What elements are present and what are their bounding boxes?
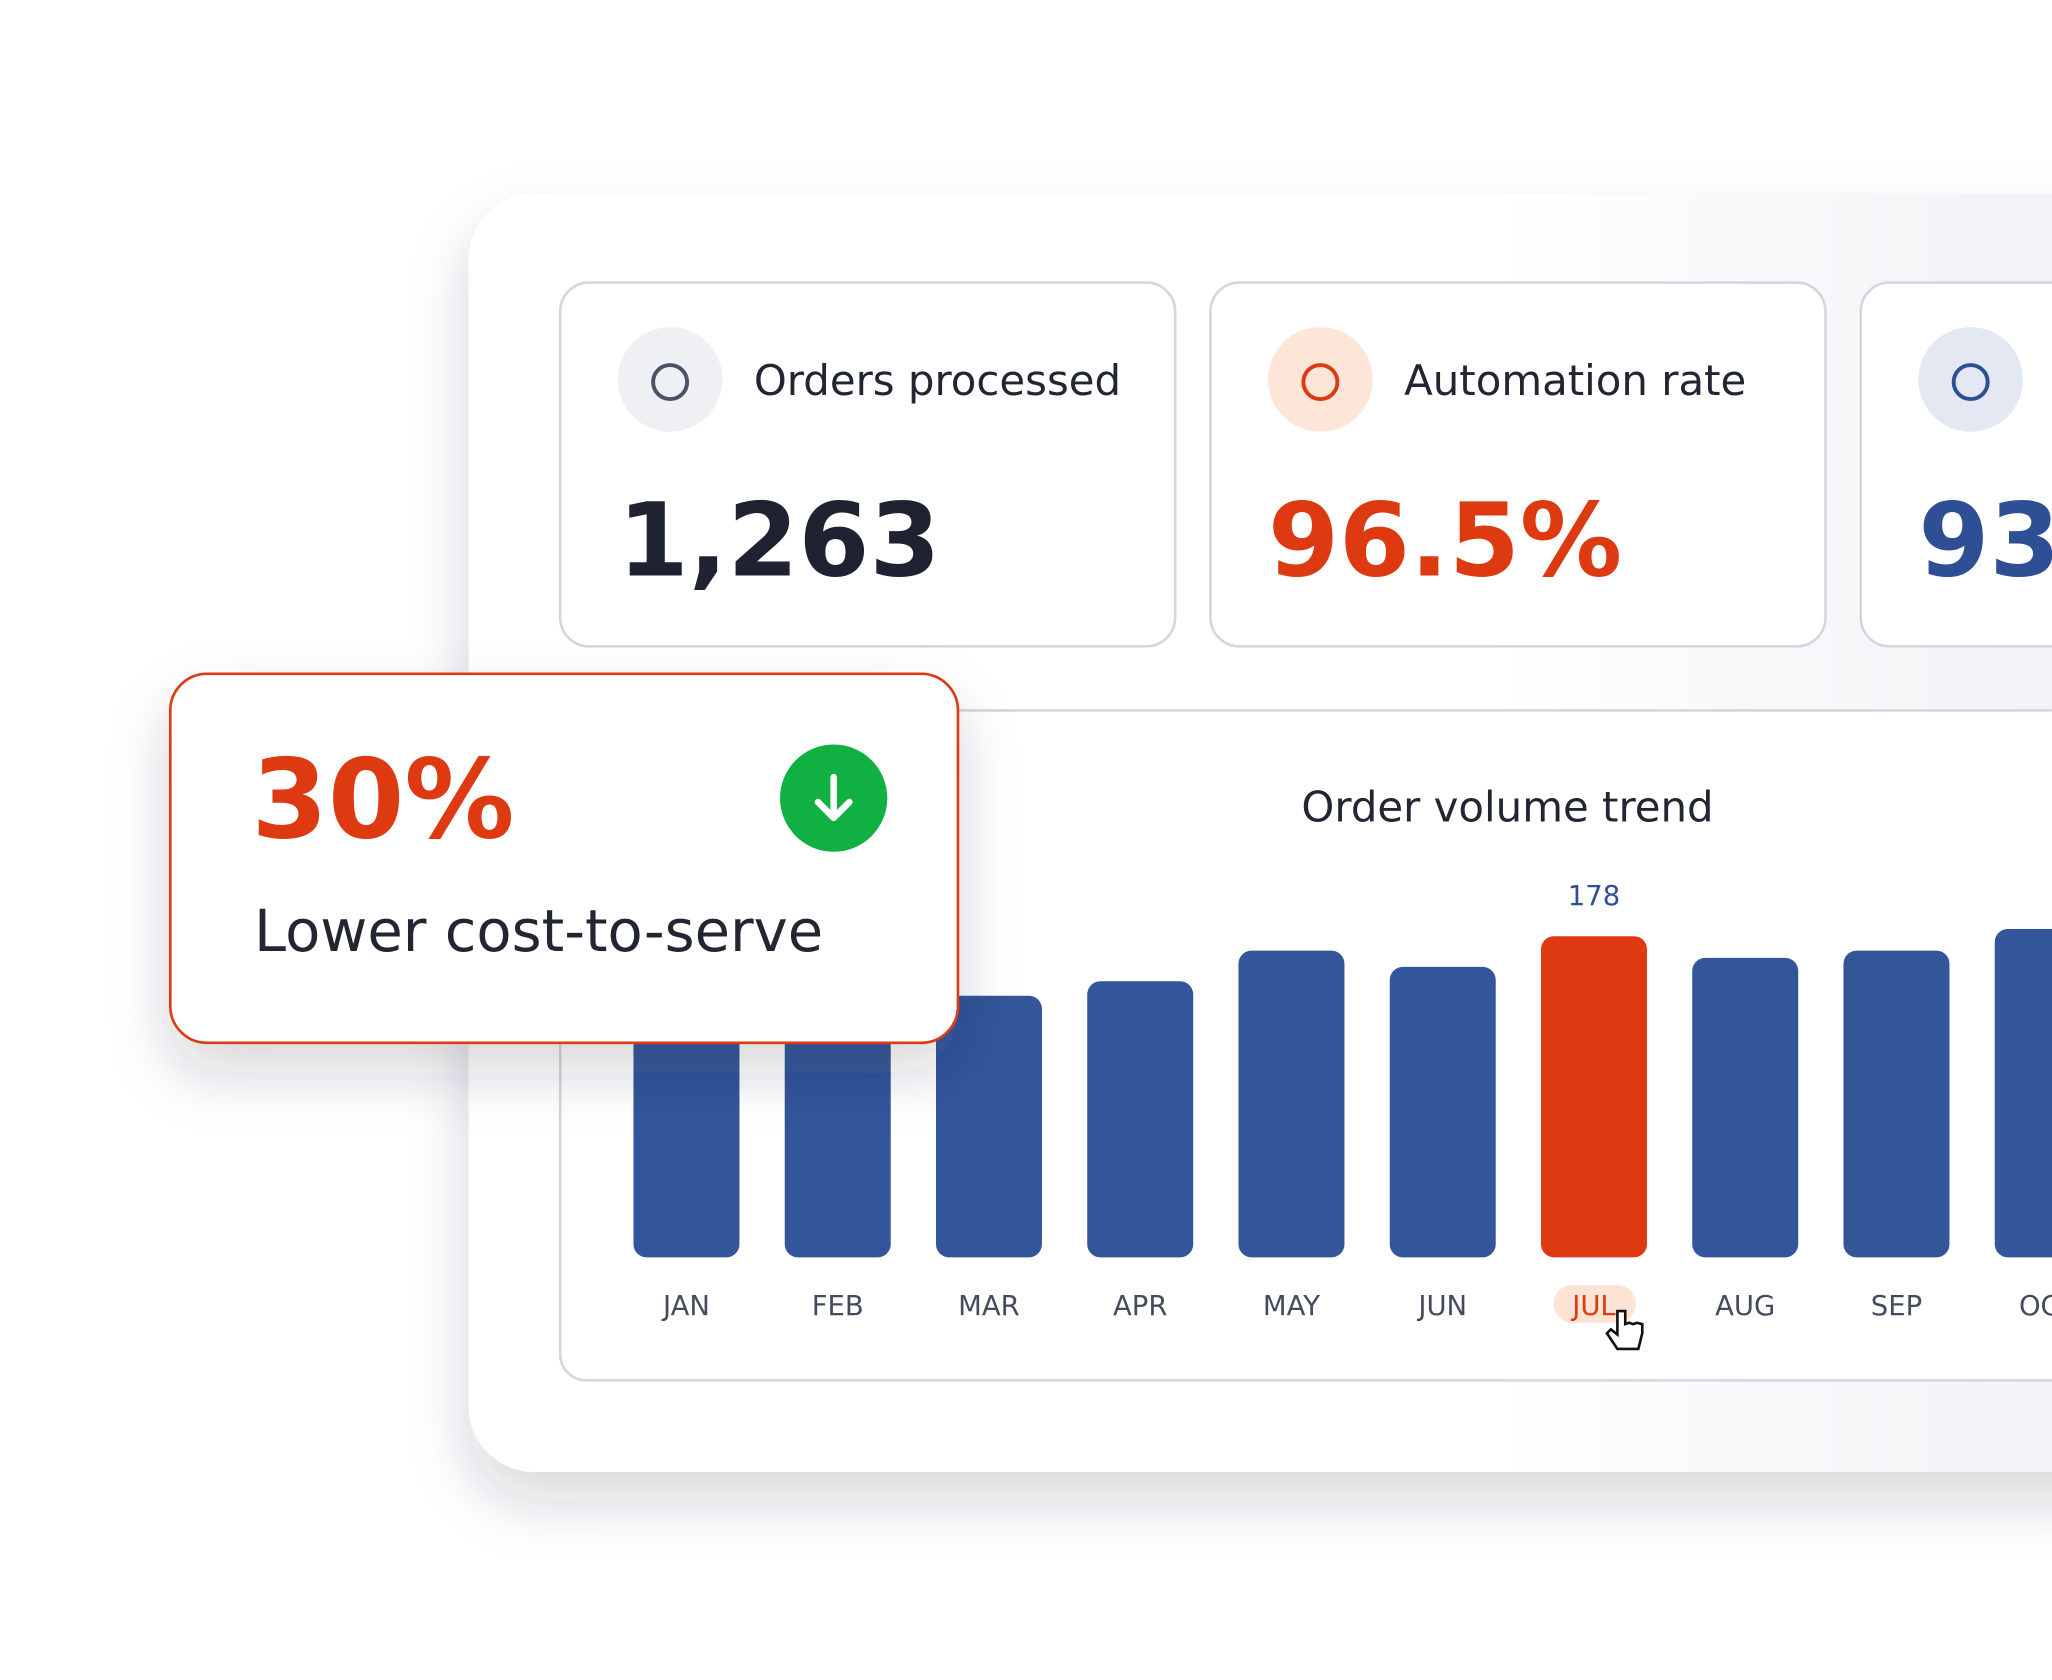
bar (1843, 950, 1950, 1258)
callout (168, 672, 960, 1045)
kpi-label: Automation rate (1404, 356, 1746, 405)
bar (1389, 966, 1496, 1258)
data-label: 178 (1568, 881, 1620, 912)
arrow (814, 773, 853, 822)
kpi-icon (1268, 327, 1373, 432)
x-tick-label: OCT (2019, 1291, 2052, 1322)
x-tick-label: MAR (958, 1291, 1020, 1322)
bar (1238, 950, 1345, 1258)
kpi-value: 96.5% (1268, 482, 1622, 601)
bar (1994, 928, 2052, 1258)
kpi-icon (617, 327, 723, 432)
callout-value: 30% (251, 735, 514, 863)
bar (1087, 981, 1194, 1258)
chart-title: Order volume trend (1301, 783, 1713, 832)
kpi-icon (1918, 327, 2024, 432)
kpi-value: 93 (1918, 482, 2052, 601)
selected-pill (1553, 1284, 1636, 1323)
kpi-value: 1,263 (618, 482, 941, 601)
x-tick-label: AUG (1715, 1291, 1775, 1322)
x-tick-label: JAN (661, 1291, 710, 1322)
x-tick-label: JUN (1416, 1291, 1467, 1322)
cursor (1605, 1309, 1644, 1351)
kpi-icon-glyph (1301, 363, 1340, 402)
x-tick-label: SEP (1871, 1291, 1922, 1322)
bar (633, 986, 740, 1258)
x-tick-label: JUL (1570, 1291, 1616, 1322)
bar (1540, 936, 1647, 1258)
bar (935, 995, 1042, 1258)
x-tick-label: MAY (1263, 1291, 1320, 1322)
bar (1692, 957, 1799, 1258)
callout-label: Lower cost-to-serve (254, 898, 823, 965)
x-tick-label: APR (1113, 1291, 1167, 1322)
x-tick-label: FEB (812, 1291, 864, 1322)
kpi-icon-glyph (1951, 363, 1990, 402)
kpi-icon-glyph (651, 363, 690, 402)
kpi-label: Orders processed (754, 356, 1121, 405)
